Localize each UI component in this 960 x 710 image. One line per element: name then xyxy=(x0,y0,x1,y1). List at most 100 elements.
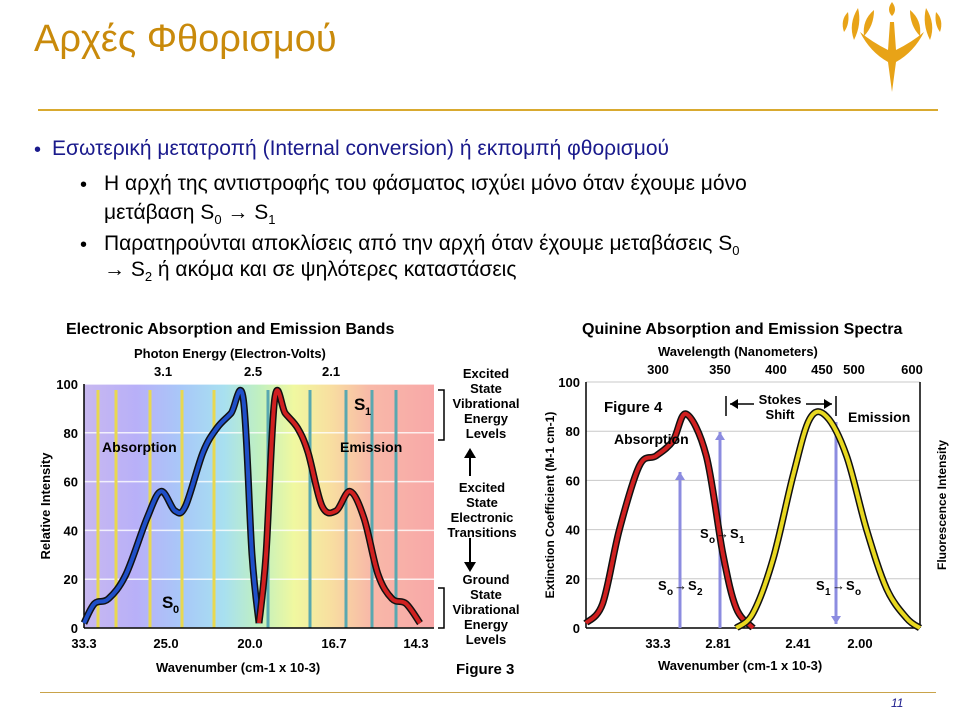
s1-s0-label: S xyxy=(816,578,825,593)
x-tick-label: 25.0 xyxy=(153,636,178,651)
sub-bullet-deviations-cont: → S2 ή ακόμα και σε ψηλότερες καταστάσει… xyxy=(104,258,516,284)
y-tick-label: 20 xyxy=(566,572,580,587)
top-axis-tick: 500 xyxy=(843,362,865,377)
right-axis-label: Fluorescence Intensity xyxy=(935,440,949,570)
subscript: 0 xyxy=(214,212,222,228)
x-axis-label: Wavenumber (cm-1 x 10-3) xyxy=(658,658,822,673)
x-tick-label: 16.7 xyxy=(321,636,346,651)
bracket-top xyxy=(438,389,445,441)
excited-state-label: Energy xyxy=(464,411,509,426)
s0-s2-label-to-sub: 2 xyxy=(697,587,703,598)
x-tick-label: 14.3 xyxy=(403,636,428,651)
transitions-label: Electronic xyxy=(451,510,514,525)
text-span: Παρατηρούνται αποκλίσεις από την αρχή ότ… xyxy=(104,232,733,255)
plot-background xyxy=(586,382,920,628)
university-logo-icon xyxy=(842,2,942,92)
s0-s1-label-arrow: → xyxy=(716,526,729,541)
top-axis-tick: 300 xyxy=(647,362,669,377)
y-tick-label: 80 xyxy=(566,424,580,439)
figure-absorption-emission-bands: Electronic Absorption and Emission Bands… xyxy=(38,321,520,678)
x-tick-label: 2.81 xyxy=(705,636,730,651)
text-span: → S xyxy=(104,258,145,281)
footer-divider xyxy=(40,692,936,693)
y-axis-label: Relative Intensity xyxy=(38,452,53,560)
top-axis-tick: 600 xyxy=(901,362,923,377)
y-tick-label: 40 xyxy=(64,523,78,538)
y-tick-label: 60 xyxy=(566,473,580,488)
s0-s1-label-sub: o xyxy=(709,535,715,546)
y-tick-label: 60 xyxy=(64,475,78,490)
absorption-label: Absorption xyxy=(102,439,177,455)
series-line-emission xyxy=(734,409,922,630)
y-axis-label: Extinction Coefficient (M-1 cm-1) xyxy=(543,412,557,599)
emission-label: Emission xyxy=(340,439,402,455)
y-tick-label: 0 xyxy=(71,621,78,636)
top-axis-tick: 450 xyxy=(811,362,833,377)
excited-state-label: Levels xyxy=(466,426,506,441)
transitions-label: State xyxy=(466,495,498,510)
sub-bullet-mirror-rule: Η αρχή της αντιστροφής του φάσματος ισχύ… xyxy=(104,172,747,195)
shift-label: Shift xyxy=(766,407,796,422)
arrow-head xyxy=(824,399,832,409)
arrow-head xyxy=(831,616,841,624)
subscript: 0 xyxy=(732,243,740,259)
ground-state-label: Vibrational xyxy=(453,602,520,617)
s0-s1-label-to: S xyxy=(730,526,739,541)
figure-label: Figure 3 xyxy=(456,661,514,678)
ground-state-label: Ground xyxy=(463,572,510,587)
arrow-head xyxy=(715,432,725,440)
s0-s2-label-sub: o xyxy=(667,587,673,598)
y-tick-label: 100 xyxy=(56,377,78,392)
arrow-head xyxy=(675,472,685,480)
sub-bullet-mirror-rule-cont: μετάβαση S0 → S1 xyxy=(104,201,275,227)
emission-label: Emission xyxy=(848,409,910,425)
chart-title: Quinine Absorption and Emission Spectra xyxy=(582,321,902,338)
y-tick-label: 20 xyxy=(64,572,78,587)
top-axis-tick: 2.5 xyxy=(244,364,262,379)
s1-label: S xyxy=(354,395,365,414)
bullet-dot: • xyxy=(80,234,88,256)
s1-s0-label-to-sub: o xyxy=(855,587,861,598)
absorption-label: Absorption xyxy=(614,431,689,447)
s1-s0-label-sub: 1 xyxy=(825,587,831,598)
top-axis-label: Photon Energy (Electron-Volts) xyxy=(134,346,326,361)
stokes-label: Stokes xyxy=(759,392,802,407)
x-tick-label: 20.0 xyxy=(237,636,262,651)
y-tick-label: 40 xyxy=(566,523,580,538)
slide-title: Αρχές Φθορισμού xyxy=(34,18,337,60)
ground-state-label: State xyxy=(470,587,502,602)
s1-s0-label-arrow: → xyxy=(832,578,845,593)
page-number: 11 xyxy=(891,696,904,710)
x-tick-label: 2.41 xyxy=(785,636,810,651)
arrow-head-up xyxy=(464,448,476,458)
s0-s1-label: S xyxy=(700,526,709,541)
x-tick-label: 33.3 xyxy=(645,636,670,651)
top-axis-tick: 350 xyxy=(709,362,731,377)
top-axis-tick: 2.1 xyxy=(322,364,340,379)
y-tick-label: 100 xyxy=(558,375,580,390)
s0-label: S xyxy=(162,593,173,612)
chart-title: Electronic Absorption and Emission Bands xyxy=(66,321,394,338)
bullet-internal-conversion: Εσωτερική μετατροπή (Internal conversion… xyxy=(52,137,669,160)
transitions-label: Excited xyxy=(459,480,505,495)
s0-s2-label: S xyxy=(658,578,667,593)
top-axis-label: Wavelength (Nanometers) xyxy=(658,344,818,359)
transitions-label: Transitions xyxy=(447,525,516,540)
bracket-bottom xyxy=(438,587,445,629)
subscript: 2 xyxy=(144,269,153,285)
arrow-head xyxy=(730,399,738,409)
bullet-dot: • xyxy=(80,174,88,196)
excited-state-label: Excited xyxy=(463,366,509,381)
s0-s2-label-arrow: → xyxy=(674,578,687,593)
y-tick-label: 0 xyxy=(573,621,580,636)
s1-s0-label-to: S xyxy=(846,578,855,593)
text-span: → S xyxy=(221,201,269,224)
spectrum-background xyxy=(84,384,434,628)
excited-state-label: State xyxy=(470,381,502,396)
figure-label: Figure 4 xyxy=(604,399,663,416)
sub-bullet-deviations: Παρατηρούνται αποκλίσεις από την αρχή ότ… xyxy=(104,232,739,258)
top-axis-tick: 3.1 xyxy=(154,364,172,379)
x-tick-label: 33.3 xyxy=(71,636,96,651)
series-line-absorption xyxy=(82,388,261,625)
top-axis-tick: 400 xyxy=(765,362,787,377)
